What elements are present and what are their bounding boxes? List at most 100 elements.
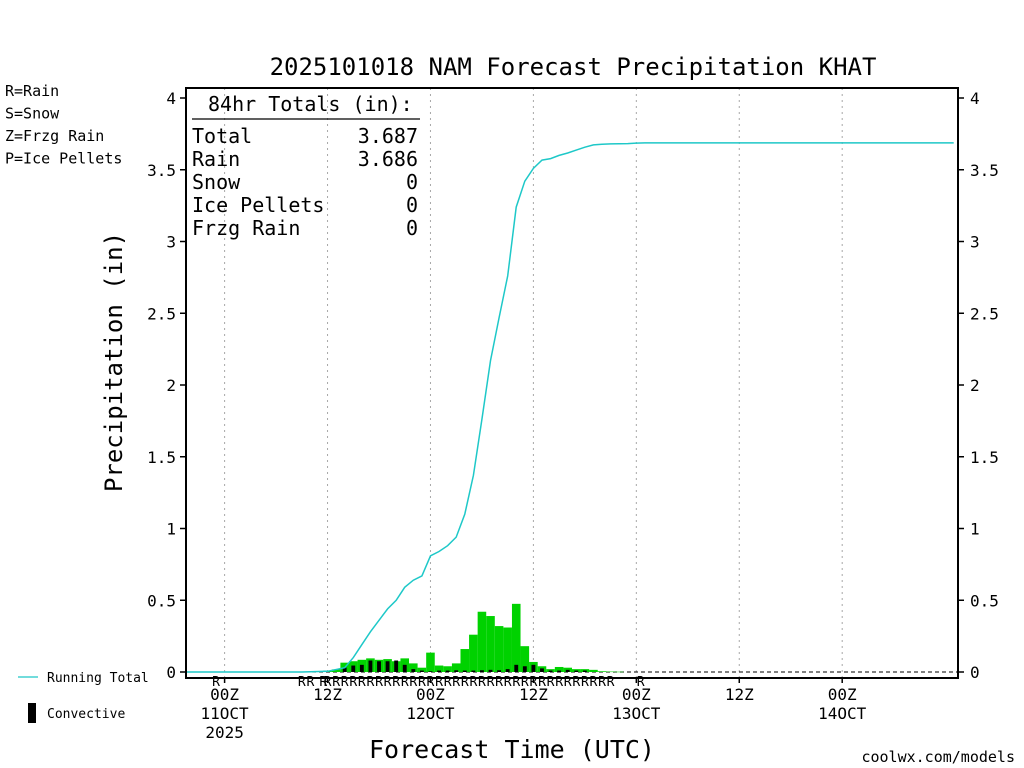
ptype-mark-5: R — [332, 675, 340, 690]
convective-bar-18 — [497, 670, 502, 672]
rain-bar-20 — [469, 634, 478, 672]
ptype-legend-item: P=Ice Pellets — [5, 150, 122, 168]
convective-bar-14 — [462, 670, 467, 672]
y-tick-label-left: 3.5 — [147, 161, 176, 180]
convective-bar-17 — [488, 669, 493, 672]
y-tick-label-right: 1 — [970, 520, 980, 539]
x-tick-label: 12Z — [725, 685, 754, 704]
convective-bar-28 — [582, 670, 587, 672]
convective-bar-21 — [522, 666, 527, 672]
y-tick-label-left: 0.5 — [147, 591, 176, 610]
ptype-mark-32: R — [564, 675, 572, 690]
ptype-mark-25: R — [504, 675, 512, 690]
ptype-mark-28: R — [529, 675, 537, 690]
y-tick-label-right: 3.5 — [970, 161, 999, 180]
ptype-mark-4: R — [324, 675, 332, 690]
convective-bar-19 — [505, 669, 510, 672]
rain-bar-14 — [417, 667, 427, 672]
rain-bar-17 — [443, 666, 452, 672]
ptype-mark-37: R — [607, 675, 615, 690]
totals-label: Snow — [192, 170, 241, 194]
convective-bar-5 — [385, 661, 390, 672]
ptype-mark-22: R — [478, 675, 486, 690]
convective-bar-8 — [411, 669, 416, 672]
ptype-mark-1: R — [298, 675, 306, 690]
convective-bar-25 — [557, 670, 562, 672]
running-total-series — [186, 142, 954, 673]
credit-text: coolwx.com/models — [861, 748, 1015, 766]
ptype-mark-17: R — [435, 675, 443, 690]
convective-bar-0 — [342, 667, 347, 672]
x-tick-label: 00Z — [622, 685, 651, 704]
y-tick-label-left: 1 — [166, 520, 176, 539]
rain-bar-18 — [451, 663, 461, 672]
convective-bar-16 — [480, 670, 484, 672]
ptype-legend-item: R=Rain — [5, 82, 59, 100]
x-tick-label: 00Z — [828, 685, 857, 704]
ptype-mark-30: R — [547, 675, 555, 690]
precip-type-row: R R R RR R R R R R R R R R R R R R R R R R R R R R R R R R R R R R R R R R R — [212, 675, 645, 690]
ptype-mark-9: R — [367, 675, 375, 690]
y-axis-left: 0 0.5 1 1.5 2 2.5 3 3.5 4 — [147, 89, 186, 682]
ptype-mark-24: R — [495, 675, 503, 690]
y-tick-label-right: 3 — [970, 233, 980, 252]
convective-bar-12 — [445, 670, 450, 672]
x-tick-label: 00Z — [210, 685, 239, 704]
rain-bar-35 — [597, 671, 607, 672]
rain-bar-25 — [511, 603, 521, 672]
running-total-line — [186, 142, 954, 673]
legend-label-convective: Convective — [47, 707, 125, 722]
totals-value: 0 — [406, 170, 418, 194]
ptype-mark-29: R — [538, 675, 546, 690]
convective-bar-15 — [471, 670, 476, 672]
convective-bar-3 — [368, 660, 373, 672]
rain-bar-30 — [554, 666, 564, 672]
totals-box: 84hr Totals (in): Total 3.687 Rain 3.686 Sno… — [192, 92, 420, 240]
rain-bar-26 — [520, 646, 530, 672]
totals-value: 0 — [406, 193, 418, 217]
ptype-mark-11: R — [384, 675, 392, 690]
rain-bar-21 — [477, 611, 487, 672]
ptype-mark-19: R — [452, 675, 460, 690]
y-tick-label-left: 4 — [166, 89, 176, 108]
ptype-mark-18: R — [444, 675, 452, 690]
ptype-mark-13: R — [401, 675, 409, 690]
rain-bar-4 — [331, 669, 341, 672]
convective-bar-23 — [540, 668, 544, 672]
ptype-legend-item: S=Snow — [5, 105, 60, 123]
y-tick-label-right: 2 — [970, 376, 980, 395]
ptype-mark-36: R — [598, 675, 606, 690]
totals-heading: 84hr Totals (in): — [208, 92, 413, 116]
convective-bar-20 — [514, 664, 519, 672]
convective-bar-6 — [394, 660, 399, 672]
x-tick-label: 2025 — [205, 723, 244, 742]
y-axis-right: 0 0.5 1 1.5 2 2.5 3 3.5 4 — [958, 89, 999, 682]
rain-bar-13 — [409, 663, 418, 672]
totals-label: Total — [192, 124, 252, 148]
ptype-mark-7: R — [349, 675, 357, 690]
convective-bar-13 — [454, 670, 459, 672]
x-tick-label: 13OCT — [612, 704, 661, 723]
ptype-mark-27: R — [521, 675, 529, 690]
ptype-mark-3: R — [319, 675, 327, 690]
ptype-mark-33: R — [572, 675, 580, 690]
convective-bar-27 — [574, 670, 579, 672]
chart-title: 2025101018 NAM Forecast Precipitation KH… — [270, 53, 877, 81]
ptype-legend-item: Z=Frzg Rain — [5, 127, 104, 145]
ptype-mark-16: R — [427, 675, 435, 690]
y-tick-label-left: 3 — [166, 233, 176, 252]
ptype-mark-38: R — [637, 675, 645, 690]
y-tick-label-right: 1.5 — [970, 448, 999, 467]
convective-bar-11 — [437, 670, 441, 672]
x-axis-label: Forecast Time (UTC) — [369, 735, 655, 764]
convective-bar-4 — [377, 661, 381, 672]
rain-bar-16 — [434, 665, 444, 672]
y-tick-label-right: 0 — [970, 663, 980, 682]
vertical-gridlines — [224, 88, 843, 678]
rain-bar-23 — [494, 626, 504, 672]
y-tick-label-left: 2.5 — [147, 304, 176, 323]
ptype-mark-2: R — [306, 675, 314, 690]
ptype-mark-35: R — [590, 675, 598, 690]
